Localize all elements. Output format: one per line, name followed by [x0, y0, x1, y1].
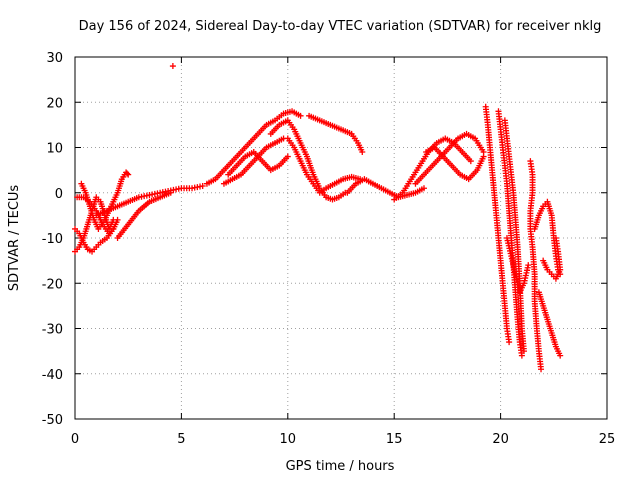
series-arc-5 [93, 182, 206, 219]
data-point [199, 182, 206, 189]
series-arc-15 [412, 130, 487, 187]
grid [75, 57, 607, 419]
data-point [518, 352, 525, 359]
y-tick-label: -10 [42, 232, 63, 247]
x-tick-label: 10 [280, 432, 297, 447]
data-point [297, 112, 304, 119]
y-axis-title: SDTVAR / TECUs [7, 185, 22, 292]
y-tick-label: -30 [42, 323, 63, 338]
data-point [124, 170, 131, 177]
series-arc-12 [306, 112, 366, 156]
data-point [506, 339, 513, 346]
series-isolated [169, 63, 176, 70]
y-tick-label: 20 [46, 96, 63, 111]
series-arc-24 [503, 235, 532, 296]
series-arc-11 [284, 135, 364, 196]
data-point [359, 149, 366, 156]
data-point [420, 185, 427, 192]
series-arc-8 [220, 135, 287, 187]
x-axis: 0 5 10 15 20 25 [71, 57, 615, 447]
x-tick-label: 25 [599, 432, 616, 447]
data-point [480, 153, 487, 160]
series-arc-14 [391, 135, 474, 203]
data-point [114, 216, 121, 223]
data-point [525, 262, 532, 269]
series-arc-23 [535, 289, 564, 359]
series-arc-20 [527, 158, 545, 373]
data-point [167, 189, 174, 196]
x-tick-label: 5 [177, 432, 185, 447]
x-tick-label: 15 [386, 432, 403, 447]
x-tick-label: 20 [492, 432, 509, 447]
data-point [169, 63, 176, 70]
series-arc-6 [114, 189, 174, 241]
data-point [552, 235, 559, 241]
data-point [125, 171, 132, 178]
y-axis: -50 -40 -30 -20 -10 0 10 20 30 [42, 51, 607, 428]
series-arc-10 [267, 117, 349, 203]
y-tick-label: 0 [55, 187, 63, 202]
y-tick-label: -40 [42, 368, 63, 383]
data-point [284, 153, 291, 160]
y-tick-label: 30 [46, 51, 63, 66]
x-axis-title: GPS time / hours [286, 459, 395, 474]
series-arc-17 [482, 103, 513, 346]
data-point [557, 352, 564, 359]
series-arc-19 [501, 117, 528, 355]
data-point [110, 225, 117, 232]
data-point [538, 366, 545, 373]
y-tick-label: -20 [42, 277, 63, 292]
x-tick-label: 0 [71, 432, 79, 447]
series-arc-16 [423, 144, 487, 183]
series-arc-9 [225, 149, 291, 178]
series-arc-13 [344, 176, 427, 201]
y-tick-label: 10 [46, 142, 63, 157]
chart-title: Day 156 of 2024, Sidereal Day-to-day VTE… [79, 19, 602, 34]
data-point [521, 348, 528, 355]
series-arc-7 [203, 108, 304, 187]
data-point [467, 158, 474, 165]
data-points [72, 63, 564, 373]
series-arc-22 [540, 235, 564, 282]
y-tick-label: -50 [42, 413, 63, 428]
